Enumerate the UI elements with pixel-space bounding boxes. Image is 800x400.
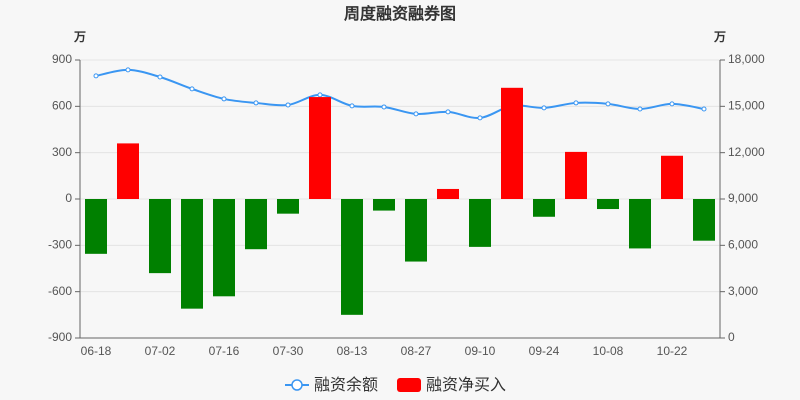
bar — [213, 199, 235, 297]
legend-marker — [291, 379, 303, 391]
x-tick-label: 06-18 — [81, 344, 112, 358]
y2-tick-label: 18,000 — [728, 52, 765, 66]
bar — [597, 199, 619, 210]
line-marker — [157, 74, 163, 80]
y2-tick-label: 6,000 — [728, 238, 758, 252]
bar — [181, 199, 203, 309]
y2-tick-label: 0 — [728, 330, 735, 344]
bar — [533, 199, 555, 217]
bar — [309, 97, 331, 199]
chart-title: 周度融资融券图 — [344, 4, 456, 23]
line-marker — [701, 106, 707, 112]
x-tick-label: 10-22 — [657, 344, 688, 358]
line-marker — [189, 86, 195, 92]
y-tick-label: 300 — [52, 145, 72, 159]
x-tick-label: 10-08 — [593, 344, 624, 358]
x-tick-label: 08-13 — [337, 344, 368, 358]
line-marker — [573, 100, 579, 106]
bar — [565, 151, 587, 199]
bar — [693, 199, 715, 241]
line-marker — [125, 67, 131, 73]
y-unit: 万 — [73, 30, 86, 44]
line-marker — [381, 104, 387, 110]
x-tick-label: 09-24 — [529, 344, 560, 358]
x-tick-label: 07-30 — [273, 344, 304, 358]
y2-tick-label: 12,000 — [728, 145, 765, 159]
line-marker — [317, 92, 323, 98]
y2-unit: 万 — [713, 30, 726, 44]
line-marker — [285, 102, 291, 108]
bar — [117, 143, 139, 199]
bar — [661, 155, 683, 199]
y-tick-label: -600 — [48, 284, 72, 298]
y-tick-label: 600 — [52, 99, 72, 113]
bar — [341, 199, 363, 315]
legend-label: 融资余额 — [314, 375, 378, 394]
line-marker — [413, 111, 419, 117]
y2-tick-label: 9,000 — [728, 191, 758, 205]
y-tick-label: 900 — [52, 52, 72, 66]
line-marker — [445, 109, 451, 115]
bar — [629, 199, 651, 249]
line-marker — [605, 101, 611, 107]
bar — [373, 199, 395, 211]
line-marker — [669, 101, 675, 107]
y-tick-label: 0 — [65, 191, 72, 205]
x-tick-label: 07-16 — [209, 344, 240, 358]
line-marker — [349, 103, 355, 109]
x-tick-label: 07-02 — [145, 344, 176, 358]
legend-swatch — [397, 378, 421, 392]
legend-label: 融资净买入 — [426, 376, 506, 394]
bar — [501, 87, 523, 199]
bar — [245, 199, 267, 250]
y2-tick-label: 15,000 — [728, 99, 765, 113]
y-tick-label: -900 — [48, 330, 72, 344]
line-marker — [477, 115, 483, 121]
x-tick-label: 08-27 — [401, 344, 432, 358]
line-marker — [93, 73, 99, 79]
y-tick-label: -300 — [48, 238, 72, 252]
line-marker — [637, 106, 643, 112]
line-marker — [541, 105, 547, 111]
x-tick-label: 09-10 — [465, 344, 496, 358]
line-marker — [253, 100, 259, 106]
bar — [277, 199, 299, 214]
line-marker — [221, 96, 227, 102]
y2-tick-label: 3,000 — [728, 284, 758, 298]
bar — [85, 199, 107, 254]
bar — [149, 199, 171, 274]
bar — [405, 199, 427, 262]
line — [95, 68, 705, 119]
bar — [437, 188, 459, 199]
bar — [469, 199, 491, 247]
